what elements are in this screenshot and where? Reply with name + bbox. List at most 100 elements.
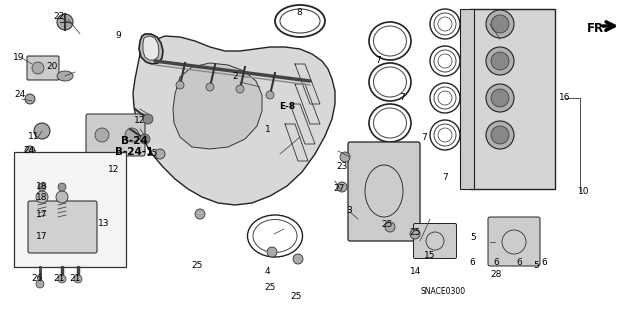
Text: 20: 20 — [47, 63, 58, 71]
Text: 6: 6 — [541, 258, 547, 267]
Ellipse shape — [491, 126, 509, 144]
Text: 25: 25 — [264, 283, 276, 292]
Text: 6: 6 — [470, 258, 475, 267]
Ellipse shape — [491, 15, 509, 33]
Text: 5: 5 — [534, 261, 539, 270]
Text: FR.: FR. — [587, 22, 609, 35]
Ellipse shape — [57, 71, 73, 81]
Text: B-24-1: B-24-1 — [115, 147, 154, 158]
Circle shape — [385, 222, 395, 232]
Text: 7: 7 — [375, 56, 380, 65]
Circle shape — [266, 91, 274, 99]
Text: 2: 2 — [233, 72, 238, 81]
Text: 21: 21 — [70, 274, 81, 283]
Text: 25: 25 — [191, 261, 203, 270]
FancyBboxPatch shape — [28, 201, 97, 253]
Text: 25: 25 — [147, 149, 158, 158]
Text: E-8: E-8 — [278, 102, 295, 111]
Ellipse shape — [486, 10, 514, 38]
Circle shape — [25, 94, 35, 104]
Text: 1: 1 — [265, 125, 270, 134]
Circle shape — [34, 123, 50, 139]
Text: 26: 26 — [31, 274, 43, 283]
Bar — [460, 9, 474, 189]
Text: 21: 21 — [53, 274, 65, 283]
Text: 17: 17 — [36, 210, 47, 219]
Circle shape — [206, 83, 214, 91]
Circle shape — [410, 229, 420, 239]
Circle shape — [236, 85, 244, 93]
Circle shape — [32, 62, 44, 74]
Text: 25: 25 — [409, 228, 420, 237]
Text: 12: 12 — [108, 165, 120, 174]
Circle shape — [337, 182, 347, 192]
Ellipse shape — [486, 121, 514, 149]
Ellipse shape — [491, 52, 509, 70]
Text: 7: 7 — [399, 93, 404, 102]
Ellipse shape — [491, 89, 509, 107]
Circle shape — [155, 149, 165, 159]
Bar — [14, 152, 126, 267]
Text: 24: 24 — [15, 90, 26, 99]
Circle shape — [74, 275, 82, 283]
Text: 7: 7 — [421, 133, 426, 142]
Circle shape — [36, 280, 44, 288]
Text: 15: 15 — [424, 251, 436, 260]
Circle shape — [35, 157, 49, 171]
Circle shape — [140, 134, 150, 144]
Text: 8: 8 — [297, 8, 302, 17]
Circle shape — [340, 152, 350, 162]
PathPatch shape — [143, 36, 159, 60]
Circle shape — [38, 183, 46, 191]
Circle shape — [176, 81, 184, 89]
Text: 16: 16 — [559, 93, 570, 102]
Text: 25: 25 — [290, 292, 301, 300]
Text: SNACE0300: SNACE0300 — [420, 287, 465, 296]
Circle shape — [36, 191, 48, 203]
Circle shape — [143, 114, 153, 124]
Text: 27: 27 — [333, 184, 345, 193]
Text: B-24: B-24 — [121, 136, 148, 146]
Circle shape — [95, 128, 109, 142]
Ellipse shape — [486, 84, 514, 112]
PathPatch shape — [139, 34, 163, 64]
Circle shape — [57, 14, 73, 30]
Text: 14: 14 — [410, 267, 422, 276]
Circle shape — [293, 254, 303, 264]
Text: 17: 17 — [36, 232, 47, 241]
Text: 5: 5 — [471, 233, 476, 242]
Text: 18: 18 — [36, 182, 47, 191]
Text: 23: 23 — [337, 162, 348, 171]
Text: 9: 9 — [115, 31, 120, 40]
Circle shape — [267, 247, 277, 257]
Text: 11: 11 — [28, 132, 39, 141]
PathPatch shape — [173, 63, 262, 149]
PathPatch shape — [133, 36, 335, 205]
FancyBboxPatch shape — [86, 114, 145, 156]
FancyBboxPatch shape — [413, 224, 456, 258]
Circle shape — [195, 209, 205, 219]
Text: 18: 18 — [36, 193, 47, 202]
Text: 25: 25 — [381, 220, 393, 229]
Text: 24: 24 — [23, 146, 35, 155]
Text: 7: 7 — [442, 173, 447, 182]
Text: 6: 6 — [517, 258, 522, 267]
Text: 4: 4 — [265, 267, 270, 276]
FancyBboxPatch shape — [348, 142, 420, 241]
Text: 12: 12 — [134, 116, 145, 125]
Circle shape — [25, 146, 35, 156]
Text: 19: 19 — [13, 53, 25, 62]
Circle shape — [56, 191, 68, 203]
Text: 6: 6 — [493, 258, 499, 267]
Text: 10: 10 — [578, 187, 589, 196]
Text: 28: 28 — [490, 271, 502, 279]
Text: 13: 13 — [98, 219, 109, 228]
Circle shape — [58, 275, 66, 283]
Circle shape — [58, 183, 66, 191]
Text: 3: 3 — [346, 206, 351, 215]
Text: 22: 22 — [53, 12, 65, 21]
Ellipse shape — [486, 47, 514, 75]
Circle shape — [125, 128, 139, 142]
Bar — [470, 9, 555, 189]
FancyBboxPatch shape — [488, 217, 540, 266]
